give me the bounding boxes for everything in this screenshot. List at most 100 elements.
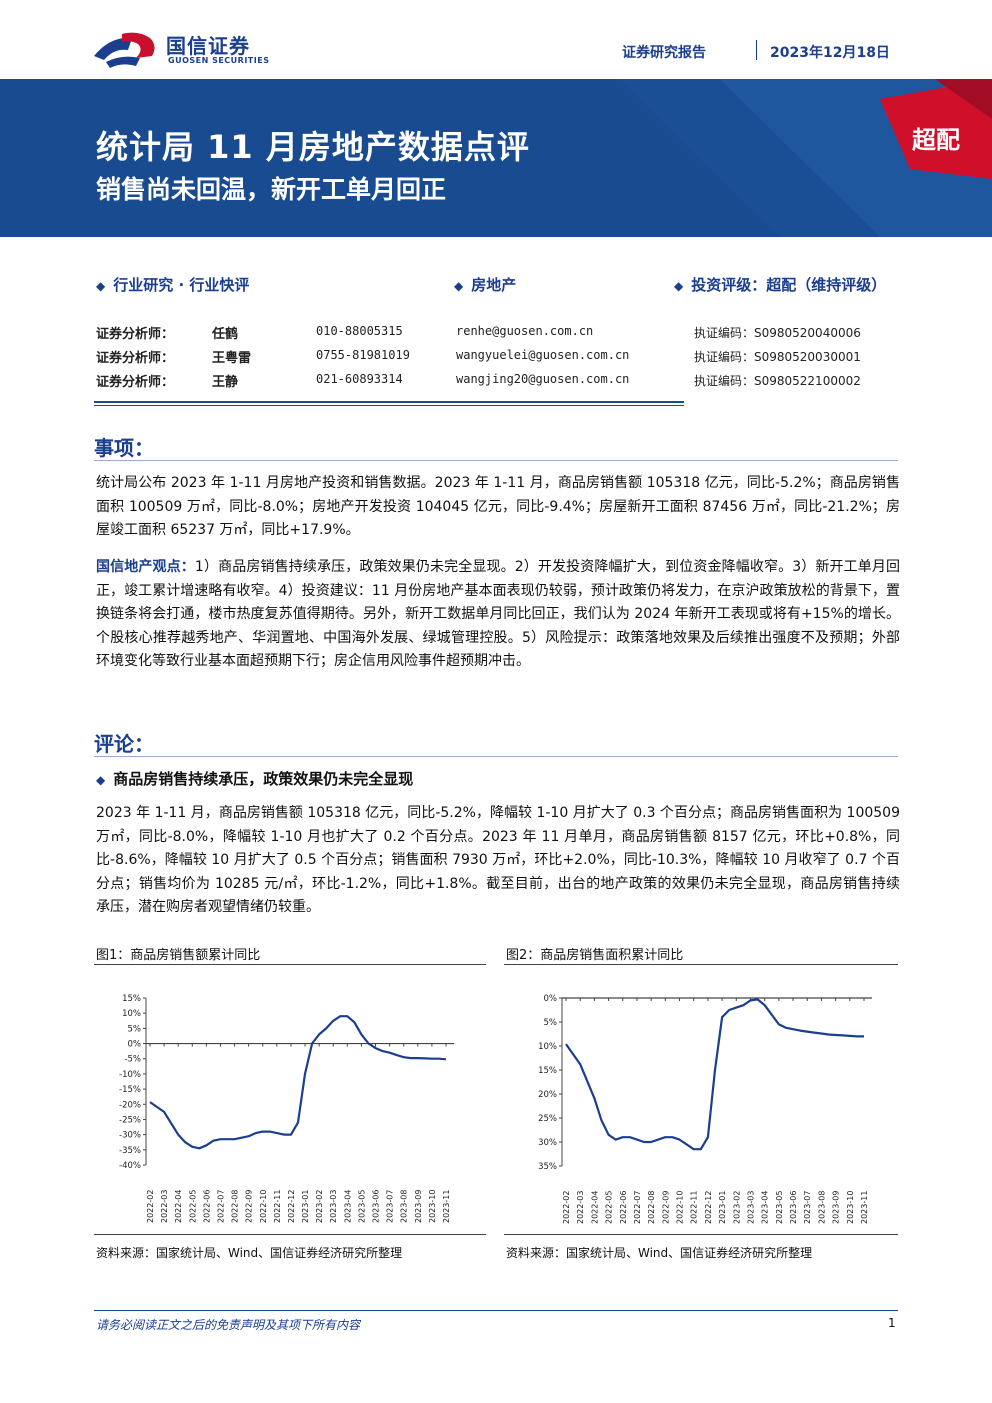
page-number: 1 (888, 1316, 896, 1330)
figure2-top-rule (504, 964, 898, 965)
y-tick-label: 5% (544, 1018, 558, 1028)
x-tick-label: 2022-04 (174, 1190, 183, 1223)
figure2-chart: 0% 5% 10% 15% 20% 25% 30% 35% 2022-02 2022-03 2022… (504, 975, 898, 1234)
report-date: 2023年12月18日 (770, 45, 890, 61)
x-tick-label: 2022-06 (619, 1191, 628, 1224)
y-tick-label: 20% (538, 1090, 557, 1100)
report-subtitle: 销售尚未回温，新开工单月回正 (96, 175, 447, 204)
y-tick-label: -30% (119, 1131, 141, 1141)
x-tick-label: 2022-05 (605, 1191, 614, 1224)
figure2-source: 资料来源：国家统计局、Wind、国信证券经济研究所整理 (506, 1246, 813, 1260)
analyst-cert: 执证编码：S0980522100002 (694, 374, 861, 388)
footer-disclaimer[interactable]: 请务必阅读正文之后的免责声明及其项下所有内容 (96, 1318, 361, 1332)
x-tick-label: 2023-09 (414, 1190, 423, 1223)
x-tick-label: 2023-10 (428, 1190, 437, 1223)
x-tick-label: 2022-11 (690, 1191, 699, 1224)
x-tick-label: 2022-04 (590, 1191, 599, 1224)
x-tick-label: 2022-06 (202, 1190, 211, 1223)
y-tick-label: 0% (544, 994, 558, 1004)
x-tick-label: 2022-07 (216, 1190, 225, 1223)
x-tick-label: 2022-12 (704, 1191, 713, 1224)
rating-label: 投资评级：超配（维持评级） (691, 276, 887, 294)
x-tick-label: 2023-07 (803, 1191, 812, 1224)
x-tick-label: 2023-04 (343, 1190, 352, 1223)
figure1-caption: 图1：商品房销售额累计同比 (96, 948, 261, 963)
figure1-bottom-rule (94, 1234, 486, 1235)
analyst-label: 证券分析师： (96, 351, 175, 366)
logo-text-cn: 国信证券 (166, 34, 250, 58)
x-tick-label: 2023-02 (732, 1191, 741, 1224)
analyst-label: 证券分析师： (96, 375, 175, 390)
x-tick-label: 2022-12 (287, 1190, 296, 1223)
x-tick-label: 2022-11 (273, 1190, 282, 1223)
x-tick-label: 2022-03 (576, 1191, 585, 1224)
analyst-cert: 执证编码：S0980520030001 (694, 350, 861, 364)
diamond-bullet-icon: ◆ (96, 773, 106, 787)
analyst-name: 王粤雷 (212, 351, 252, 366)
x-tick-label: 2023-03 (329, 1190, 338, 1223)
title-banner (0, 79, 992, 237)
x-tick-label: 2022-09 (245, 1190, 254, 1223)
x-tick-label: 2023-07 (386, 1190, 395, 1223)
event-heading: 事项： (94, 436, 154, 460)
x-tick-label: 2022-08 (647, 1191, 656, 1224)
analyst-email[interactable]: renhe@guosen.com.cn (456, 324, 594, 338)
x-tick-label: 2022-10 (259, 1190, 268, 1223)
x-tick-label: 2023-01 (301, 1190, 310, 1223)
y-tick-label: -25% (119, 1115, 141, 1125)
view-body: 1）商品房销售持续承压，政策效果仍未完全显现。2）开发投资降幅扩大，到位资金降幅… (96, 559, 901, 669)
diamond-bullet-icon: ◆ (454, 279, 464, 293)
comment-heading: 评论： (94, 732, 154, 756)
analyst-phone: 0755-81981019 (316, 348, 410, 362)
x-tick-label: 2022-10 (676, 1191, 685, 1224)
y-tick-label: 10% (122, 1009, 141, 1019)
logo-mark-icon (94, 32, 155, 68)
x-tick-label: 2023-06 (789, 1191, 798, 1224)
analyst-phone: 021-60893314 (316, 372, 403, 386)
report-type: 证券研究报告 (622, 45, 706, 61)
figure1-source: 资料来源：国家统计局、Wind、国信证券经济研究所整理 (96, 1246, 403, 1260)
figure1-chart: 15% 10% 5% 0% -5% -10% -15% -20% -25% -30% -35% -40… (94, 975, 486, 1234)
chart2-svg: 0% 5% 10% 15% 20% 25% 30% 35% 2022-02 2022-03 2022… (538, 994, 872, 1224)
x-tick-label: 2023-11 (442, 1190, 451, 1223)
footer-divider (94, 1310, 898, 1311)
analyst-name: 王静 (212, 375, 239, 390)
y-tick-label: -20% (119, 1100, 141, 1110)
analyst-email[interactable]: wangjing20@guosen.com.cn (456, 372, 630, 386)
figure1-top-rule (94, 964, 486, 965)
analyst-phone: 010-88005315 (316, 324, 403, 338)
diamond-bullet-icon: ◆ (674, 279, 684, 293)
diamond-bullet-icon: ◆ (96, 279, 106, 293)
y-tick-label: 15% (538, 1066, 557, 1076)
section-divider (94, 756, 898, 757)
x-tick-label: 2022-03 (160, 1190, 169, 1223)
x-tick-label: 2023-02 (315, 1190, 324, 1223)
y-tick-label: 15% (122, 994, 141, 1004)
divider-rule (94, 401, 684, 403)
divider-rule (94, 405, 684, 406)
view-label: 国信地产观点： (96, 559, 195, 575)
series-line (565, 998, 864, 1151)
y-tick-label: -10% (119, 1070, 141, 1080)
x-tick-label: 2023-01 (718, 1191, 727, 1224)
analyst-email[interactable]: wangyuelei@guosen.com.cn (456, 348, 630, 362)
logo-text-en: GUOSEN SECURITIES (168, 56, 270, 65)
x-tick-label: 2023-05 (357, 1190, 366, 1223)
info-category: ◆ 行业研究 · 行业快评 (96, 274, 249, 295)
view-paragraph: 国信地产观点：1）商品房销售持续承压，政策效果仍未完全显现。2）开发投资降幅扩大… (96, 556, 900, 674)
x-tick-label: 2023-09 (832, 1191, 841, 1224)
x-tick-label: 2023-03 (746, 1191, 755, 1224)
analyst-label: 证券分析师： (96, 327, 175, 342)
series-line (149, 1015, 447, 1150)
info-rating: ◆ 投资评级：超配（维持评级） (674, 274, 886, 295)
rating-tag: 超配 (912, 126, 960, 154)
x-tick-label: 2022-09 (661, 1191, 670, 1224)
y-tick-label: -40% (119, 1161, 141, 1171)
section-divider (94, 460, 898, 461)
bullet-text: 商品房销售持续承压，政策效果仍未完全显现 (113, 770, 414, 788)
report-title: 统计局 11 月房地产数据点评 (96, 128, 530, 166)
figure2-bottom-rule (504, 1234, 898, 1235)
x-tick-label: 2023-08 (817, 1191, 826, 1224)
company-logo (92, 28, 272, 70)
y-tick-label: -35% (119, 1146, 141, 1156)
